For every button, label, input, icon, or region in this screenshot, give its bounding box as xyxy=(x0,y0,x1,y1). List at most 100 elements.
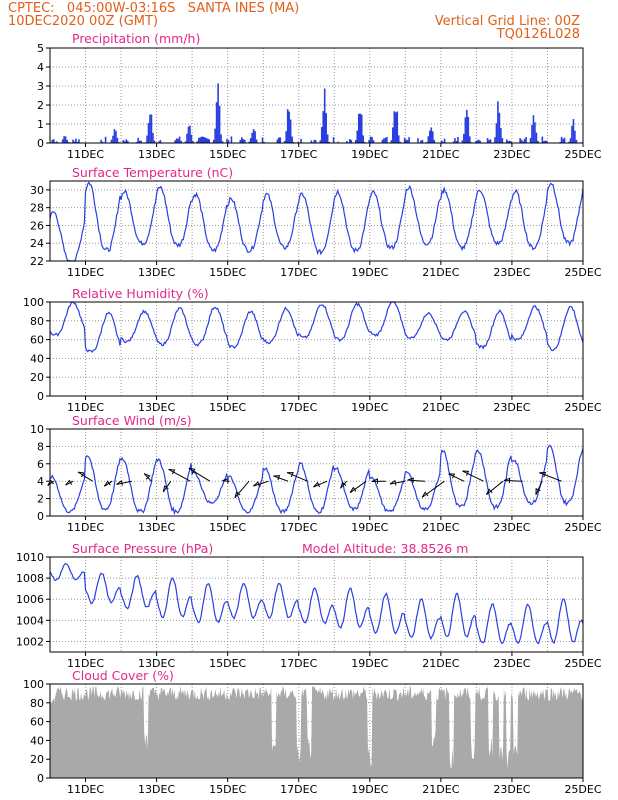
surface-xtick-label: 25DEC xyxy=(564,521,601,534)
cloud-ytick-label: 20 xyxy=(30,753,44,766)
precip-bar xyxy=(174,140,176,143)
relative-title: Relative Humidity (%) xyxy=(72,286,209,301)
precip-bar xyxy=(140,140,142,143)
surface-ytick-label: 1004 xyxy=(16,614,44,627)
wind-arrow-head xyxy=(503,477,511,484)
wind-arrow-head xyxy=(340,481,347,489)
precip-bar xyxy=(289,119,292,143)
wind-arrow-head xyxy=(103,480,111,487)
wind-arrow-head xyxy=(162,485,169,493)
precip-bar xyxy=(292,141,295,143)
precipitation-xtick-label: 23DEC xyxy=(493,148,530,161)
precip-bar xyxy=(320,127,323,143)
surface-xtick-label: 25DEC xyxy=(564,657,601,670)
precip-bar xyxy=(319,140,322,143)
precip-bar xyxy=(180,140,182,143)
wind-arrow-head xyxy=(287,472,294,478)
cloud-xtick-label: 23DEC xyxy=(493,783,530,796)
wind-arrow xyxy=(486,480,504,496)
wind-arrow-head xyxy=(485,488,493,495)
precip-bar xyxy=(137,137,139,143)
surface-xtick-label: 25DEC xyxy=(564,266,601,279)
precip-bar xyxy=(230,136,233,143)
precip-bar xyxy=(66,139,68,143)
wind-arrow xyxy=(389,480,406,485)
cloud-xtick-label: 11DEC xyxy=(67,783,104,796)
precip-bar xyxy=(461,140,464,143)
precip-bar xyxy=(124,141,126,143)
surface-ytick-label: 26 xyxy=(30,219,44,232)
precip-bar xyxy=(421,139,424,143)
relative-ytick-label: 80 xyxy=(30,315,44,328)
precip-bar xyxy=(315,140,317,143)
cloud-ytick-label: 80 xyxy=(30,697,44,710)
precipitation-xtick-label: 25DEC xyxy=(564,148,601,161)
precip-bar xyxy=(420,140,422,143)
wind-arrow-head xyxy=(168,468,176,475)
relative-xtick-label: 15DEC xyxy=(209,401,246,414)
precip-bar xyxy=(349,139,351,143)
surface-xtick-label: 19DEC xyxy=(351,521,388,534)
precip-bar xyxy=(544,140,547,143)
cloud-ytick-label: 60 xyxy=(30,716,44,729)
precip-bar xyxy=(532,115,535,143)
precip-bar xyxy=(243,139,246,143)
wind-arrow xyxy=(504,480,523,482)
precip-bar xyxy=(61,139,64,143)
surface-xtick-label: 21DEC xyxy=(422,266,459,279)
wind-arrow-head xyxy=(273,475,281,481)
precip-bar xyxy=(313,139,316,143)
surface-ytick-label: 1002 xyxy=(16,635,44,648)
precip-bar xyxy=(537,140,539,143)
relative-xtick-label: 11DEC xyxy=(67,401,104,414)
precip-bar xyxy=(571,125,573,143)
precip-bar xyxy=(455,140,458,143)
precip-bar xyxy=(508,140,511,143)
precip-bar xyxy=(239,139,242,143)
precip-bar xyxy=(100,139,102,143)
cloud-xtick-label: 19DEC xyxy=(351,783,388,796)
wind-arrow xyxy=(104,480,113,487)
precip-bar xyxy=(212,139,215,143)
wind-arrow xyxy=(407,479,425,482)
precip-bar xyxy=(359,113,362,143)
precip-bar xyxy=(360,114,363,143)
precip-bar xyxy=(474,141,477,143)
wind-arrow-head xyxy=(65,479,73,486)
precip-bar xyxy=(506,139,508,143)
precip-bar xyxy=(572,119,575,143)
surface-frame xyxy=(49,556,584,653)
precip-bar xyxy=(322,111,325,143)
precip-bar xyxy=(221,141,224,143)
wind-arrow xyxy=(168,468,191,482)
precip-bar xyxy=(346,140,348,143)
precip-bar xyxy=(255,139,258,143)
precip-bar xyxy=(430,127,433,143)
precip-bar xyxy=(519,138,521,143)
precip-bar xyxy=(278,137,280,143)
surface-xtick-label: 11DEC xyxy=(67,521,104,534)
relative-ytick-label: 60 xyxy=(30,334,44,347)
precip-bar xyxy=(199,137,202,143)
wind-arrow xyxy=(77,471,93,482)
relative-frame xyxy=(49,301,584,397)
precip-bar xyxy=(523,138,526,143)
precip-bar xyxy=(560,136,563,143)
surface-ytick-label: 22 xyxy=(30,255,44,268)
precip-bar xyxy=(390,140,393,143)
precip-bar xyxy=(575,139,578,143)
precip-bar xyxy=(574,130,576,143)
precip-bar xyxy=(383,138,385,143)
surface-title: Surface Temperature (nC) xyxy=(72,165,233,180)
precipitation-xtick-label: 21DEC xyxy=(422,148,459,161)
precip-bar xyxy=(497,101,499,143)
header-model-code: TQ0126L028 xyxy=(496,27,580,42)
precip-bar xyxy=(226,139,228,143)
precip-bar xyxy=(429,130,431,143)
precip-bar xyxy=(288,111,290,143)
surface-xtick-label: 21DEC xyxy=(422,657,459,670)
surface-xtick-label: 11DEC xyxy=(67,266,104,279)
precip-bar xyxy=(138,140,141,143)
precip-bar xyxy=(189,125,191,143)
precip-bar xyxy=(433,139,436,143)
